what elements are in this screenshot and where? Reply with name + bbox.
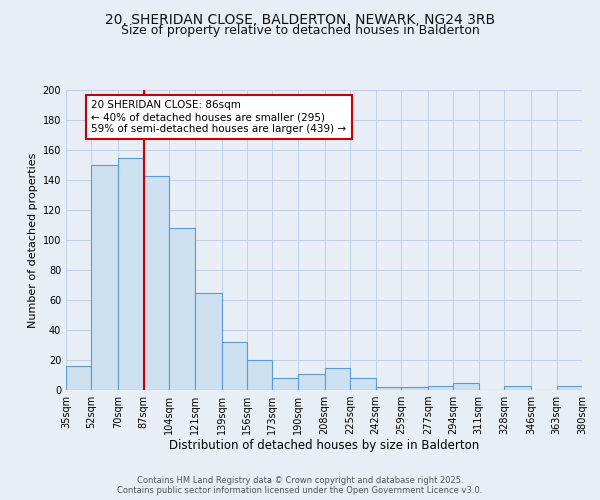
Bar (557, 386, 582, 390)
Text: Size of property relative to detached houses in Balderton: Size of property relative to detached ho… (121, 24, 479, 37)
X-axis label: Distribution of detached houses by size in Balderton: Distribution of detached houses by size … (169, 438, 479, 452)
Bar (169, 228, 194, 390)
Bar (325, 368, 350, 390)
Bar (221, 342, 247, 390)
Bar (272, 378, 298, 390)
Bar (66, 366, 91, 390)
Bar (144, 176, 169, 390)
Bar (118, 158, 144, 390)
Bar (247, 360, 272, 390)
Bar (376, 387, 401, 390)
Bar (194, 292, 221, 390)
Text: Contains HM Land Registry data © Crown copyright and database right 2025.: Contains HM Land Registry data © Crown c… (137, 476, 463, 485)
Bar (350, 378, 376, 390)
Text: 20 SHERIDAN CLOSE: 86sqm
← 40% of detached houses are smaller (295)
59% of semi-: 20 SHERIDAN CLOSE: 86sqm ← 40% of detach… (91, 100, 347, 134)
Bar (454, 382, 479, 390)
Bar (504, 386, 531, 390)
Y-axis label: Number of detached properties: Number of detached properties (28, 152, 38, 328)
Bar (91, 165, 118, 390)
Text: 20, SHERIDAN CLOSE, BALDERTON, NEWARK, NG24 3RB: 20, SHERIDAN CLOSE, BALDERTON, NEWARK, N… (105, 12, 495, 26)
Bar (428, 386, 454, 390)
Text: Contains public sector information licensed under the Open Government Licence v3: Contains public sector information licen… (118, 486, 482, 495)
Bar (298, 374, 325, 390)
Bar (401, 387, 428, 390)
